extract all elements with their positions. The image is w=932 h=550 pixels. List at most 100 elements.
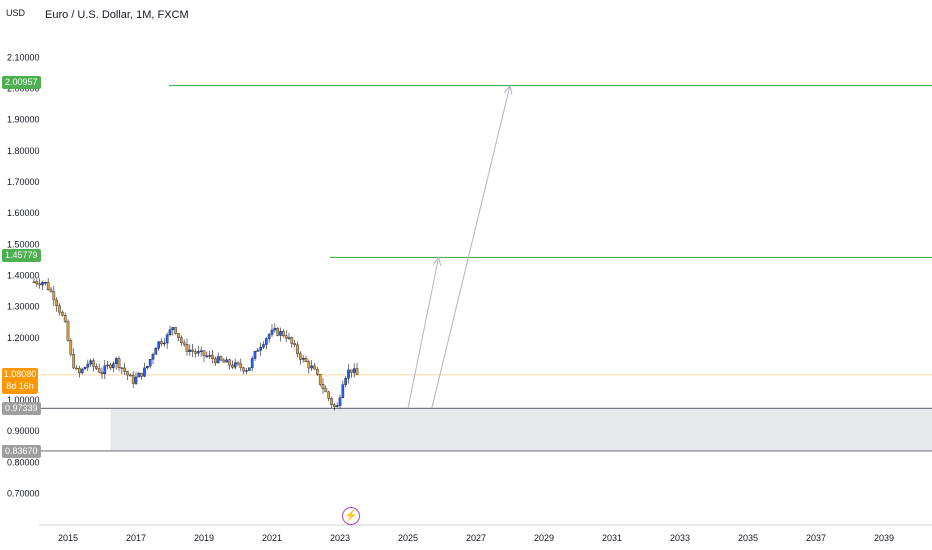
candle-body bbox=[208, 355, 211, 357]
current-price-label: 1.08080 8d 16h bbox=[2, 368, 38, 394]
candle-body bbox=[69, 340, 73, 355]
x-tick-label: 2015 bbox=[58, 533, 78, 543]
level-label-0-97339: 0.97339 bbox=[2, 402, 41, 415]
candle-body bbox=[52, 291, 56, 301]
candle-body bbox=[49, 289, 53, 292]
candle-body bbox=[35, 281, 39, 284]
candle-body bbox=[299, 353, 302, 360]
candle-body bbox=[316, 368, 319, 375]
candle-body bbox=[55, 299, 58, 306]
projection-arrow bbox=[431, 85, 511, 409]
candle-body bbox=[163, 342, 166, 345]
x-tick-label: 2039 bbox=[874, 533, 894, 543]
candle-body bbox=[296, 344, 299, 355]
candle-body bbox=[154, 347, 158, 355]
candle-body bbox=[262, 344, 265, 348]
candle-body bbox=[151, 354, 155, 360]
level-label-0-83670: 0.83670 bbox=[2, 445, 41, 458]
candle-body bbox=[304, 357, 308, 363]
candle-body bbox=[347, 369, 350, 379]
candle-body bbox=[197, 351, 200, 354]
x-tick-label: 2031 bbox=[602, 533, 622, 543]
candle-body bbox=[253, 351, 257, 359]
y-tick-label: 1.30000 bbox=[7, 302, 40, 312]
candle-body bbox=[66, 321, 70, 341]
candle-body bbox=[188, 349, 192, 352]
candle-body bbox=[72, 354, 75, 369]
candle-body bbox=[222, 359, 226, 363]
x-tick-label: 2025 bbox=[398, 533, 418, 543]
candle-body bbox=[160, 341, 163, 345]
y-tick-label: 1.80000 bbox=[7, 146, 40, 156]
candle-body bbox=[307, 361, 311, 369]
y-tick-label: 2.10000 bbox=[7, 52, 40, 62]
candle-body bbox=[75, 367, 78, 370]
candle-body bbox=[117, 358, 121, 368]
level-label-1-45779: 1.45779 bbox=[2, 249, 41, 262]
y-tick-label: 1.70000 bbox=[7, 177, 40, 187]
candle-body bbox=[265, 338, 268, 345]
candle-body bbox=[290, 337, 294, 344]
axis-unit: USD bbox=[6, 8, 26, 18]
candle-body bbox=[171, 327, 175, 331]
candle-body bbox=[194, 351, 197, 354]
y-tick-label: 1.40000 bbox=[7, 270, 40, 280]
candle-body bbox=[287, 337, 291, 339]
candle-body bbox=[310, 365, 313, 369]
y-tick-label: 0.80000 bbox=[7, 457, 40, 467]
candle-body bbox=[270, 329, 274, 335]
y-tick-label: 1.00000 bbox=[7, 395, 40, 405]
candle-body bbox=[242, 367, 245, 372]
candle-body bbox=[259, 347, 262, 351]
candle-body bbox=[103, 365, 107, 375]
candle-body bbox=[165, 334, 169, 344]
candle-body bbox=[126, 371, 129, 376]
candle-body bbox=[219, 356, 223, 361]
y-tick-label: 1.60000 bbox=[7, 208, 40, 218]
candle-body bbox=[129, 374, 132, 377]
candle-body bbox=[338, 397, 342, 406]
candle-body bbox=[245, 370, 248, 372]
candle-body bbox=[137, 372, 141, 378]
candle-body bbox=[301, 357, 305, 360]
candle-body bbox=[335, 405, 339, 407]
candle-body bbox=[191, 349, 194, 352]
candle-body bbox=[143, 367, 146, 377]
projection-arrow bbox=[407, 257, 440, 409]
candle-body bbox=[58, 305, 61, 313]
candle-body bbox=[86, 363, 90, 368]
candle-body bbox=[182, 342, 186, 345]
candle-body bbox=[114, 358, 118, 365]
candle-body bbox=[256, 350, 260, 352]
lightning-bolt-icon[interactable]: ⚡ bbox=[342, 507, 360, 525]
bar-countdown: 8d 16h bbox=[6, 381, 34, 391]
candle-body bbox=[248, 367, 251, 371]
projection-arrowhead bbox=[432, 256, 442, 267]
candle-body bbox=[80, 368, 84, 374]
candle-body bbox=[148, 359, 152, 367]
candle-body bbox=[318, 373, 322, 385]
candle-body bbox=[355, 368, 359, 375]
candle-body bbox=[267, 334, 271, 339]
candle-body bbox=[112, 363, 115, 369]
candle-body bbox=[174, 327, 177, 334]
x-tick-label: 2019 bbox=[194, 533, 214, 543]
candle-body bbox=[146, 365, 149, 369]
candle-body bbox=[279, 331, 282, 336]
candle-body bbox=[233, 362, 237, 368]
candle-body bbox=[46, 281, 50, 291]
candle-body bbox=[83, 367, 87, 370]
candle-body bbox=[321, 384, 325, 389]
y-tick-label: 0.90000 bbox=[7, 426, 40, 436]
candle-body bbox=[123, 367, 126, 372]
candle-body bbox=[327, 391, 330, 399]
candle-body bbox=[239, 363, 243, 369]
candle-body bbox=[250, 358, 254, 368]
candle-body bbox=[276, 328, 279, 336]
candle-body bbox=[293, 343, 296, 346]
candle-body bbox=[41, 282, 44, 286]
candle-body bbox=[78, 368, 81, 374]
candle-body bbox=[44, 281, 47, 284]
